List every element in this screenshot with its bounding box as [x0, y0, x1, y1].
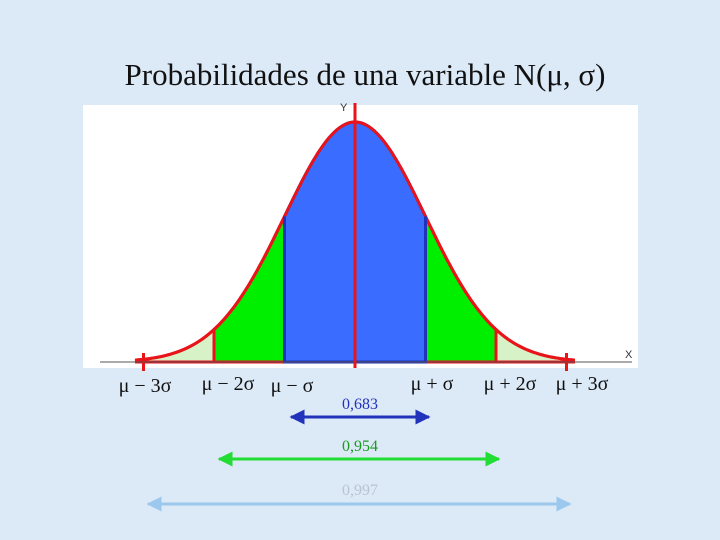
- y-axis-label: Y: [340, 102, 348, 114]
- probability: 0,683: [342, 396, 378, 413]
- bound-label: μ + 3σ: [556, 373, 609, 395]
- probability: 0,997: [342, 482, 378, 499]
- bound-label: μ + 2σ: [484, 373, 537, 395]
- x-axis-label: X: [625, 349, 633, 361]
- probability: 0,954: [342, 438, 378, 455]
- bound-label: μ − σ: [271, 375, 314, 397]
- bound-labels: μ − 3σ μ − 2σ μ − σ μ + σ μ + 2σ μ + 3σ: [119, 373, 609, 397]
- bound-label: μ − 3σ: [119, 375, 172, 397]
- bound-label: μ + σ: [411, 373, 454, 395]
- bound-label: μ − 2σ: [202, 373, 255, 395]
- title: Probabilidades de una variable N(μ, σ): [125, 57, 606, 92]
